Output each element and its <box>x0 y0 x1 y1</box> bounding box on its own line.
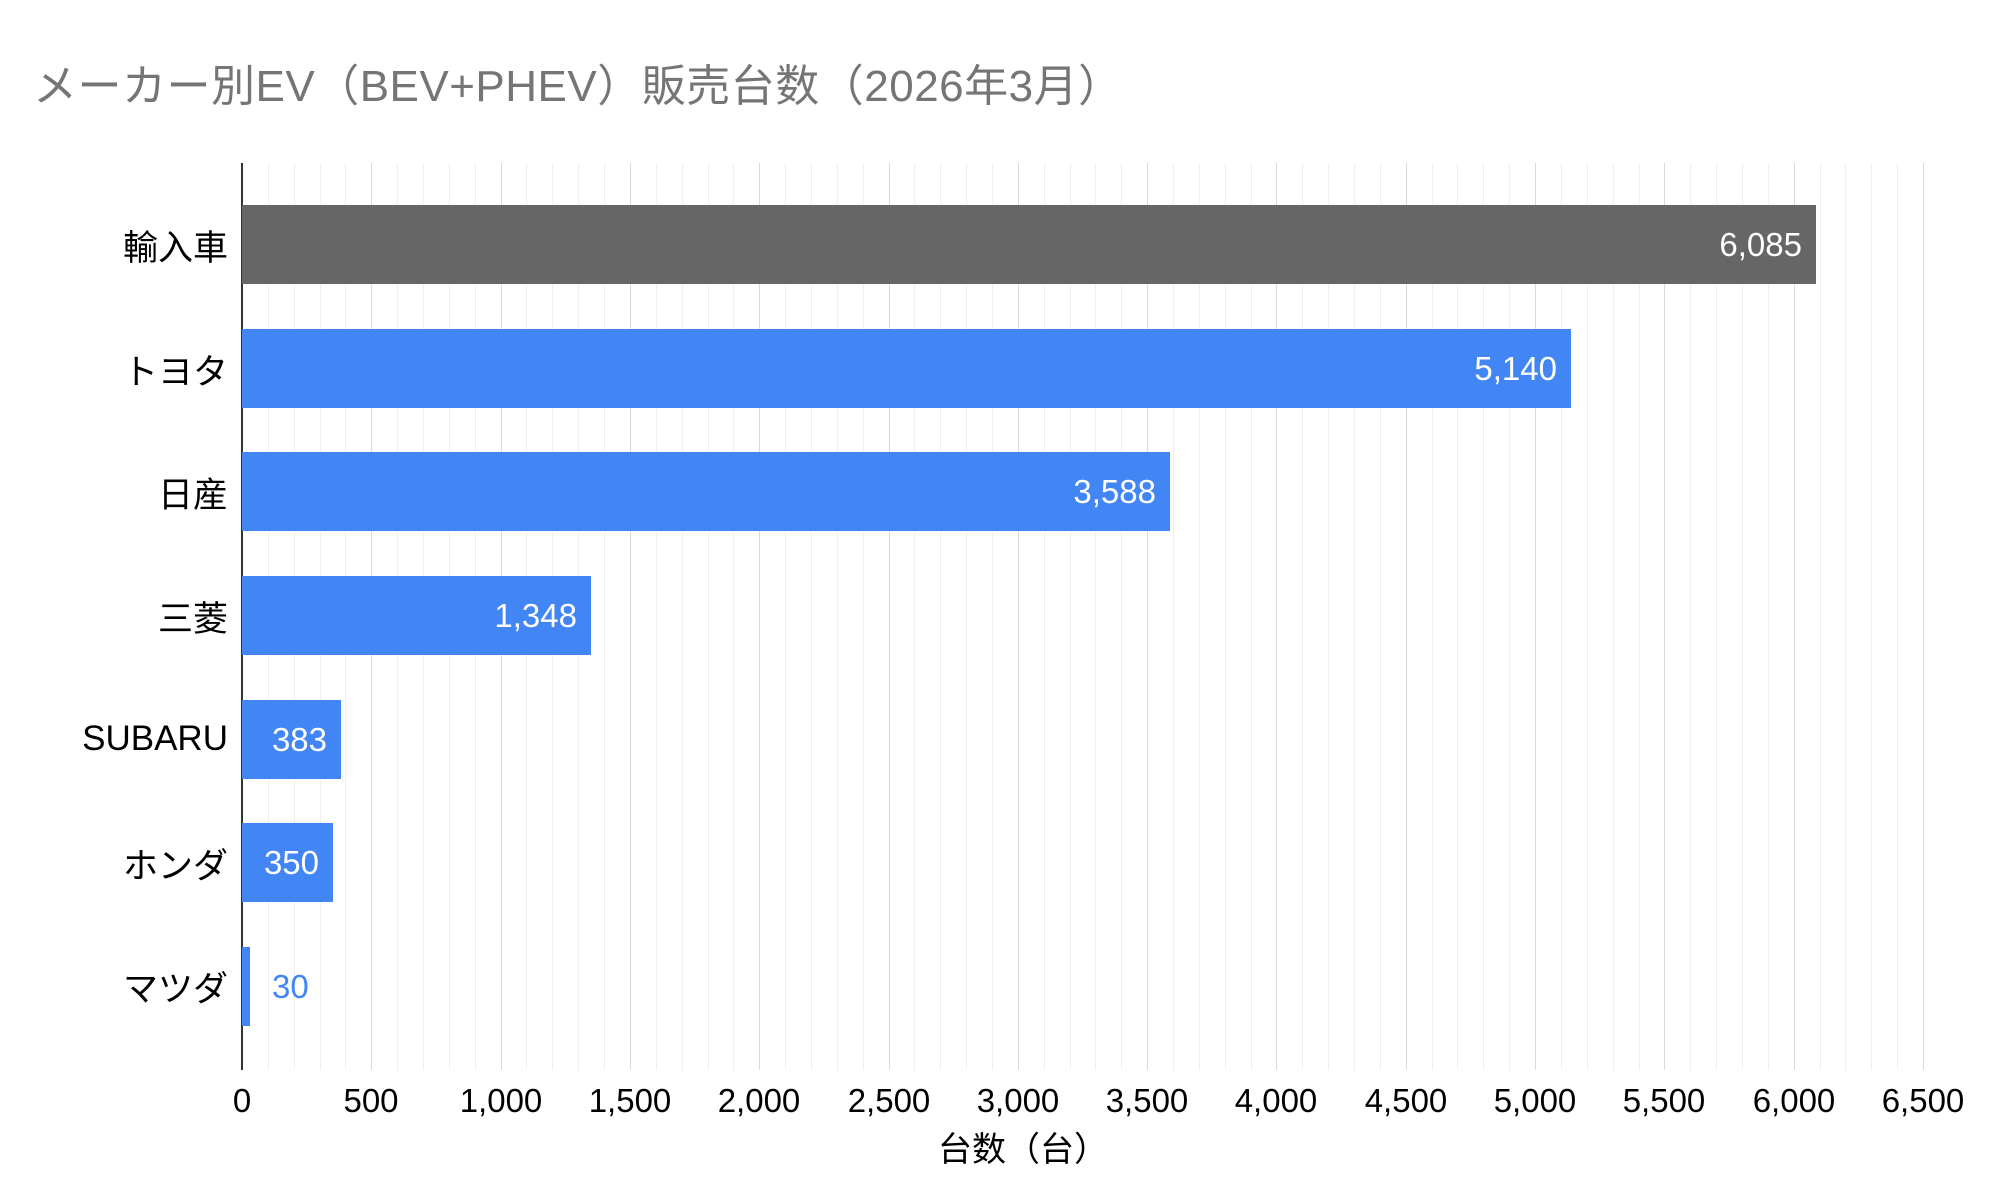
minor-gridline <box>1070 163 1071 1070</box>
category-label-0: 輸入車 <box>122 228 228 268</box>
minor-gridline <box>1897 163 1898 1070</box>
value-label-6: 30 <box>272 967 309 1005</box>
minor-gridline <box>604 163 605 1070</box>
value-label-4: 383 <box>271 720 327 758</box>
bar-6: 30 <box>242 947 309 1026</box>
major-gridline <box>1018 163 1019 1070</box>
minor-gridline <box>1820 163 1821 1070</box>
major-gridline <box>1276 163 1277 1070</box>
minor-gridline <box>1483 163 1484 1070</box>
minor-gridline <box>1328 163 1329 1070</box>
x-tick-label-13: 6,500 <box>1881 1082 1965 1119</box>
chart-title: メーカー別EV（BEV+PHEV）販売台数（2026年3月） <box>33 62 1123 111</box>
minor-gridline <box>1044 163 1045 1070</box>
value-label-0: 6,085 <box>1719 225 1802 263</box>
bars-layer: 6,085 5,140 3,588 1,348 383 350 30 <box>242 183 1923 1048</box>
minor-gridline <box>1302 163 1303 1070</box>
minor-gridline <box>811 163 812 1070</box>
major-gridline <box>889 163 890 1070</box>
x-tick-label-5: 2,500 <box>847 1082 931 1119</box>
category-label-4: SUBARU <box>82 719 228 758</box>
minor-gridline <box>1716 163 1717 1070</box>
minor-gridline <box>992 163 993 1070</box>
minor-gridline <box>1380 163 1381 1070</box>
minor-gridline <box>1251 163 1252 1070</box>
minor-gridline <box>656 163 657 1070</box>
bar-0: 6,085 <box>242 205 1816 284</box>
minor-gridline <box>1587 163 1588 1070</box>
minor-gridline <box>1561 163 1562 1070</box>
major-gridline <box>1147 163 1148 1070</box>
category-label-3: 三菱 <box>157 599 228 639</box>
x-tick-label-2: 1,000 <box>459 1082 543 1119</box>
value-label-2: 3,588 <box>1073 472 1156 510</box>
minor-gridline <box>785 163 786 1070</box>
minor-gridline <box>708 163 709 1070</box>
minor-gridline <box>1095 163 1096 1070</box>
minor-gridline <box>940 163 941 1070</box>
x-tick-label-9: 4,500 <box>1364 1082 1448 1119</box>
x-axis-ticks: 0 500 1,000 1,500 2,000 2,500 3,000 3,500 4,000 4… <box>233 1082 1964 1124</box>
minor-gridline <box>1690 163 1691 1070</box>
bar-4: 383 <box>242 700 341 779</box>
x-tick-label-1: 500 <box>343 1082 399 1119</box>
minor-gridline <box>1509 163 1510 1070</box>
category-label-2: 日産 <box>157 475 228 515</box>
minor-gridline <box>1225 163 1226 1070</box>
minor-gridline <box>1432 163 1433 1070</box>
minor-gridline <box>1121 163 1122 1070</box>
major-gridline <box>1406 163 1407 1070</box>
major-gridline <box>1794 163 1795 1070</box>
minor-gridline <box>1871 163 1872 1070</box>
minor-gridline <box>733 163 734 1070</box>
bar-3: 1,348 <box>242 576 591 655</box>
category-label-5: ホンダ <box>122 846 228 886</box>
major-gridline <box>630 163 631 1070</box>
minor-gridline <box>1845 163 1846 1070</box>
minor-gridline <box>966 163 967 1070</box>
x-tick-label-8: 4,000 <box>1234 1082 1318 1119</box>
category-axis: 輸入車トヨタ日産三菱 SUBARU ホンダマツダ <box>0 183 228 1048</box>
x-tick-label-10: 5,000 <box>1493 1082 1577 1119</box>
minor-gridline <box>1199 163 1200 1070</box>
value-label-1: 5,140 <box>1474 349 1557 387</box>
x-tick-label-11: 5,500 <box>1622 1082 1706 1119</box>
x-tick-label-0: 0 <box>232 1082 252 1119</box>
x-tick-label-3: 1,500 <box>588 1082 672 1119</box>
minor-gridline <box>1639 163 1640 1070</box>
value-label-3: 1,348 <box>494 596 577 634</box>
minor-gridline <box>863 163 864 1070</box>
major-gridline <box>759 163 760 1070</box>
minor-gridline <box>1613 163 1614 1070</box>
bar-1: 5,140 <box>242 329 1571 408</box>
bar-5: 350 <box>242 823 333 902</box>
minor-gridline <box>1742 163 1743 1070</box>
major-gridline <box>1535 163 1536 1070</box>
value-label-5: 350 <box>263 843 319 881</box>
minor-gridline <box>1173 163 1174 1070</box>
x-tick-label-7: 3,500 <box>1105 1082 1189 1119</box>
x-tick-label-12: 6,000 <box>1752 1082 1836 1119</box>
minor-gridline <box>1457 163 1458 1070</box>
minor-gridline <box>914 163 915 1070</box>
minor-gridline <box>1768 163 1769 1070</box>
minor-gridline <box>682 163 683 1070</box>
minor-gridline <box>837 163 838 1070</box>
x-axis-title: 台数（台） <box>938 1131 1108 1169</box>
major-gridline <box>1664 163 1665 1070</box>
bar-2: 3,588 <box>242 452 1170 531</box>
x-tick-label-4: 2,000 <box>717 1082 801 1119</box>
major-gridline <box>1923 163 1924 1070</box>
category-label-1: トヨタ <box>122 352 228 392</box>
x-tick-label-6: 3,000 <box>976 1082 1060 1119</box>
category-label-6: マツダ <box>122 969 228 1009</box>
minor-gridline <box>1354 163 1355 1070</box>
